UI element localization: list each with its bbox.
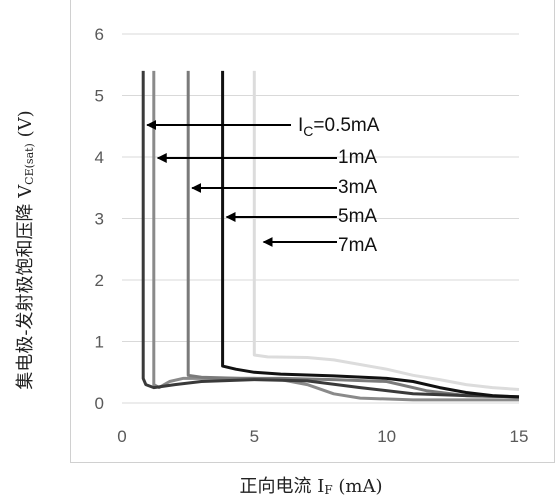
x-axis-title: 正向电流 IF (mA): [239, 476, 382, 497]
y-tick-label: 2: [95, 271, 104, 290]
x-tick-label: 10: [377, 427, 396, 446]
series-line-7mA: [252, 70, 520, 391]
x-tick-label: 5: [250, 427, 259, 446]
y-tick-label: 6: [95, 25, 104, 44]
x-tick-label: 0: [117, 427, 126, 446]
grid: [122, 33, 519, 404]
x-tick-labels: 0 5 10 15: [117, 427, 528, 446]
callout-ic-0.5ma: IC=0.5mA: [298, 115, 380, 139]
x-tick-label: 15: [510, 427, 529, 446]
y-tick-label: 0: [95, 394, 104, 413]
y-tick-labels: 0 1 2 3 4 5 6: [95, 25, 104, 413]
y-tick-label: 5: [95, 87, 104, 106]
y-tick-label: 4: [95, 148, 104, 167]
callout-1ma: 1mA: [338, 147, 377, 168]
callout-3ma: 3mA: [338, 177, 377, 198]
callout-7ma: 7mA: [338, 235, 377, 256]
y-tick-label: 1: [95, 333, 104, 352]
series-line-3mA: [186, 70, 520, 399]
series-lines: [141, 70, 520, 402]
callouts: [146, 120, 337, 247]
series-line-IC=0.5mA: [141, 70, 520, 399]
y-axis-title: 集电极-发射极饱和压降 VCE(sat) (V): [15, 110, 36, 389]
series-line-5mA: [221, 70, 520, 399]
y-tick-label: 3: [95, 210, 104, 229]
chart-frame: [70, 0, 555, 463]
callout-5ma: 5mA: [338, 206, 377, 227]
